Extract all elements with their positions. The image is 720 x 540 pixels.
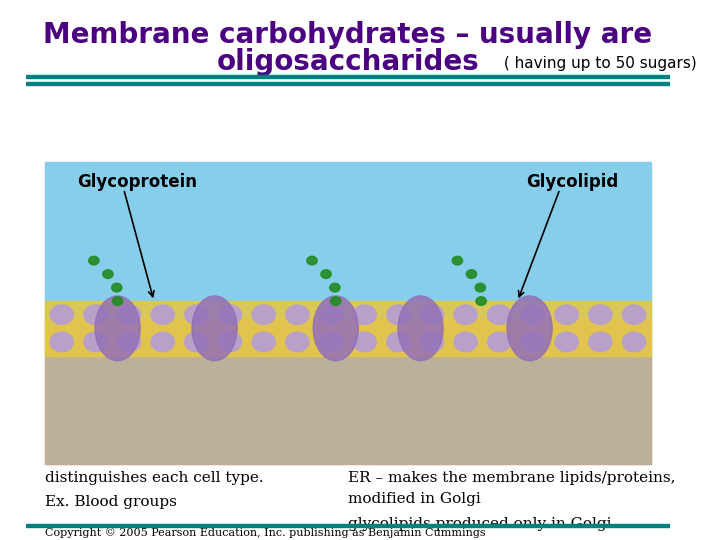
Ellipse shape <box>192 296 237 361</box>
Circle shape <box>89 256 99 265</box>
Text: Membrane carbohydrates – usually are: Membrane carbohydrates – usually are <box>43 21 652 49</box>
Circle shape <box>112 297 123 306</box>
Circle shape <box>185 332 208 352</box>
Bar <box>45 301 651 355</box>
Circle shape <box>286 305 309 325</box>
Text: ( having up to 50 sugars): ( having up to 50 sugars) <box>499 56 697 71</box>
Circle shape <box>387 305 410 325</box>
Circle shape <box>420 305 444 325</box>
Circle shape <box>117 305 140 325</box>
Circle shape <box>487 332 511 352</box>
Circle shape <box>320 305 343 325</box>
Circle shape <box>622 305 646 325</box>
Circle shape <box>353 305 377 325</box>
Ellipse shape <box>313 296 359 361</box>
Bar <box>45 319 651 464</box>
Circle shape <box>521 332 544 352</box>
Circle shape <box>353 332 377 352</box>
Circle shape <box>555 305 578 325</box>
Circle shape <box>487 305 511 325</box>
Circle shape <box>454 305 477 325</box>
Circle shape <box>252 305 275 325</box>
Circle shape <box>321 270 331 279</box>
Circle shape <box>476 297 486 306</box>
Circle shape <box>103 270 113 279</box>
Circle shape <box>218 332 242 352</box>
Text: ER – makes the membrane lipids/proteins,: ER – makes the membrane lipids/proteins, <box>348 471 675 485</box>
Bar <box>26 75 670 78</box>
Circle shape <box>330 284 340 292</box>
Text: Copyright © 2005 Pearson Education, Inc. publishing as Benjamin Cummings: Copyright © 2005 Pearson Education, Inc.… <box>45 528 485 538</box>
Circle shape <box>50 305 73 325</box>
Circle shape <box>252 332 275 352</box>
Text: Ex. Blood groups: Ex. Blood groups <box>45 495 177 509</box>
Circle shape <box>112 284 122 292</box>
Circle shape <box>387 332 410 352</box>
Bar <box>26 524 670 526</box>
Circle shape <box>320 332 343 352</box>
Ellipse shape <box>507 296 552 361</box>
Circle shape <box>555 332 578 352</box>
Circle shape <box>84 332 107 352</box>
Ellipse shape <box>95 296 140 361</box>
Circle shape <box>218 305 242 325</box>
Text: Glycoprotein: Glycoprotein <box>77 173 197 191</box>
Circle shape <box>622 332 646 352</box>
Ellipse shape <box>398 296 443 361</box>
Circle shape <box>467 270 477 279</box>
Circle shape <box>151 305 174 325</box>
Bar <box>45 162 651 464</box>
Circle shape <box>50 332 73 352</box>
Circle shape <box>185 305 208 325</box>
Text: modified in Golgi: modified in Golgi <box>348 492 480 507</box>
Circle shape <box>475 284 485 292</box>
Text: glycolipids produced only in Golgi: glycolipids produced only in Golgi <box>348 517 611 531</box>
Text: distinguishes each cell type.: distinguishes each cell type. <box>45 471 264 485</box>
Circle shape <box>151 332 174 352</box>
Circle shape <box>84 305 107 325</box>
Circle shape <box>420 332 444 352</box>
Circle shape <box>589 332 612 352</box>
Circle shape <box>454 332 477 352</box>
Text: oligosaccharides: oligosaccharides <box>217 48 480 76</box>
Circle shape <box>452 256 462 265</box>
Text: Glycolipid: Glycolipid <box>526 173 618 191</box>
Circle shape <box>117 332 140 352</box>
Circle shape <box>330 297 341 306</box>
Circle shape <box>307 256 317 265</box>
Circle shape <box>286 332 309 352</box>
Bar <box>26 82 670 85</box>
Circle shape <box>521 305 544 325</box>
Circle shape <box>589 305 612 325</box>
